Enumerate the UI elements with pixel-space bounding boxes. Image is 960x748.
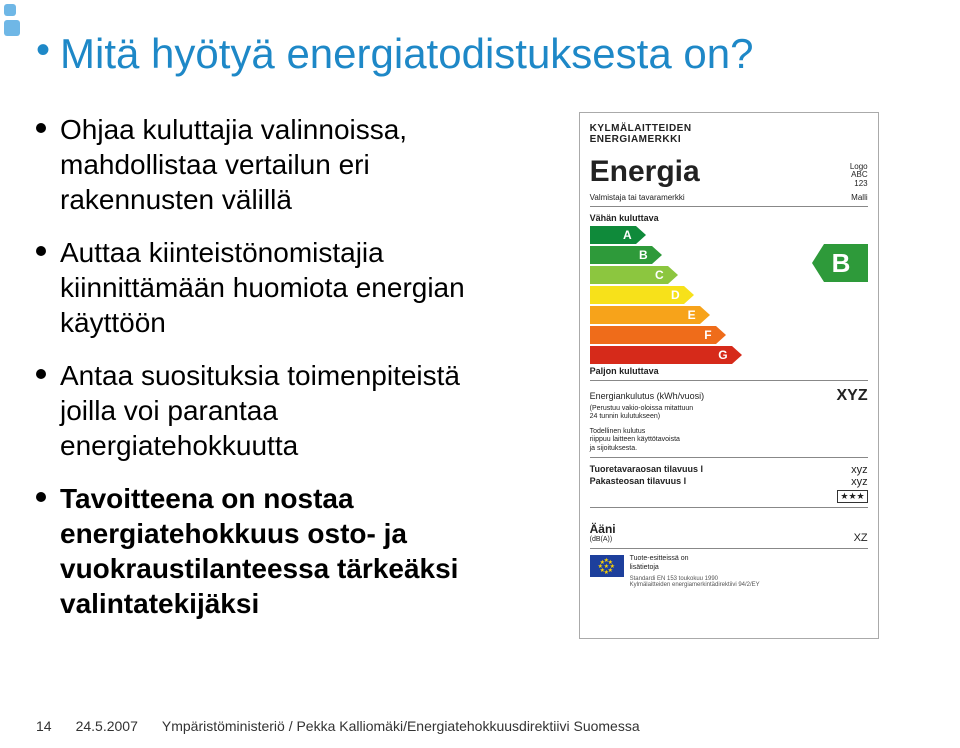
energy-label: KYLMÄLAITTEIDEN ENERGIAMERKKI Energia Lo… — [579, 112, 879, 639]
footer-credit: Ympäristöministeriö / Pekka Kalliomäki/E… — [162, 718, 640, 734]
scale-row-d: D — [590, 286, 868, 304]
footer-date: 24.5.2007 — [76, 718, 138, 734]
scale-bottom-label: Paljon kuluttava — [590, 366, 868, 376]
logo-placeholder: Logo ABC 123 — [850, 163, 868, 189]
rating-indicator: B — [824, 244, 868, 282]
label-caption-1: KYLMÄLAITTEIDEN — [590, 123, 868, 134]
bullet-list-column: Ohjaa kuluttajia valinnoissa, mahdollist… — [36, 112, 533, 639]
scale-top-label: Vähän kuluttava — [590, 213, 868, 223]
page-number: 14 — [36, 718, 52, 734]
kwh-label: Energiankulutus (kWh/vuosi) — [590, 391, 705, 401]
footer: 14 24.5.2007 Ympäristöministeriö / Pekka… — [0, 718, 960, 734]
bullet-item: Ohjaa kuluttajia valinnoissa, mahdollist… — [36, 112, 523, 217]
eu-flag-icon — [590, 555, 624, 577]
scale-row-e: E — [590, 306, 868, 324]
body: Ohjaa kuluttajia valinnoissa, mahdollist… — [36, 112, 924, 639]
star-rating: ★★★ — [837, 490, 867, 503]
label-caption-2: ENERGIAMERKKI — [590, 134, 868, 145]
bullet-list: Ohjaa kuluttajia valinnoissa, mahdollist… — [36, 112, 523, 621]
noise-value: XZ — [854, 532, 868, 544]
kwh-value: XYZ — [837, 387, 868, 405]
scale-row-f: F — [590, 326, 868, 344]
scale-row-g: G — [590, 346, 868, 364]
slide: • Mitä hyötyä energiatodistuksesta on? O… — [0, 0, 960, 748]
bullet-item: Auttaa kiinteistönomistajia kiinnittämää… — [36, 235, 523, 340]
page-title: Mitä hyötyä energiatodistuksesta on? — [60, 30, 753, 78]
energy-label-column: KYLMÄLAITTEIDEN ENERGIAMERKKI Energia Lo… — [533, 112, 924, 639]
title-row: • Mitä hyötyä energiatodistuksesta on? — [36, 30, 924, 78]
decorative-dots — [4, 4, 20, 40]
bullet-item: Tavoitteena on nostaa energiatehokkuus o… — [36, 481, 523, 621]
title-bullet: • — [36, 30, 50, 70]
energy-scale: B ABCDEFG — [590, 226, 868, 364]
scale-row-a: A — [590, 226, 868, 244]
bullet-item: Antaa suosituksia toimenpiteistä joilla … — [36, 358, 523, 463]
energia-heading: Energia — [590, 155, 700, 189]
